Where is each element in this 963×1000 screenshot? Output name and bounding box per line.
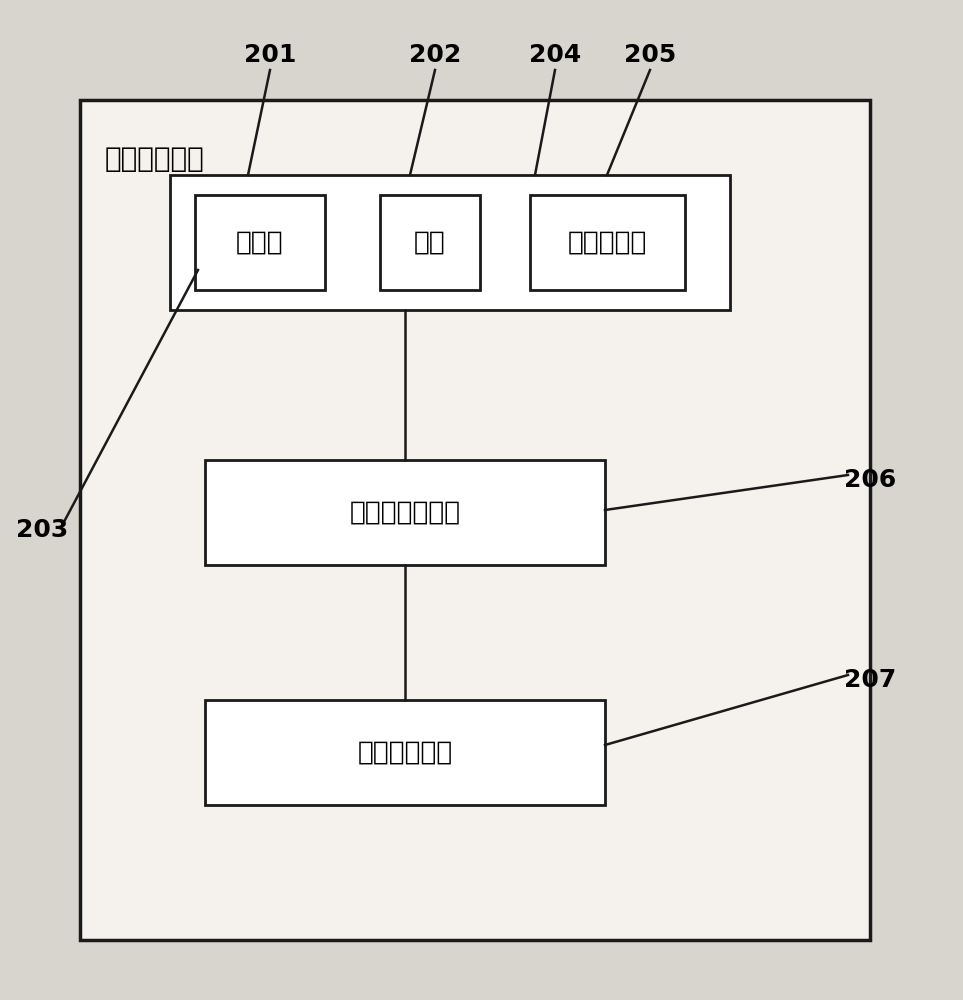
Text: 201: 201 bbox=[244, 43, 297, 67]
Bar bbox=[530, 195, 685, 290]
Text: 鼠标、键盘: 鼠标、键盘 bbox=[568, 230, 647, 255]
Text: 触摸屏: 触摸屏 bbox=[236, 230, 284, 255]
Bar bbox=[195, 195, 325, 290]
Bar bbox=[205, 460, 605, 565]
Bar bbox=[205, 700, 605, 805]
Text: 205: 205 bbox=[624, 43, 676, 67]
Bar bbox=[380, 195, 480, 290]
Text: 网口: 网口 bbox=[414, 230, 446, 255]
Text: 嵌入式系统单元: 嵌入式系统单元 bbox=[350, 499, 460, 526]
Text: 207: 207 bbox=[844, 668, 897, 692]
Bar bbox=[170, 175, 730, 310]
Text: 204: 204 bbox=[529, 43, 581, 67]
Text: 203: 203 bbox=[15, 518, 68, 542]
Bar bbox=[80, 100, 870, 940]
Text: 实时控制单元: 实时控制单元 bbox=[357, 740, 453, 766]
Text: 202: 202 bbox=[409, 43, 461, 67]
Text: 得速交互单元: 得速交互单元 bbox=[105, 145, 205, 173]
Text: 206: 206 bbox=[844, 468, 897, 492]
